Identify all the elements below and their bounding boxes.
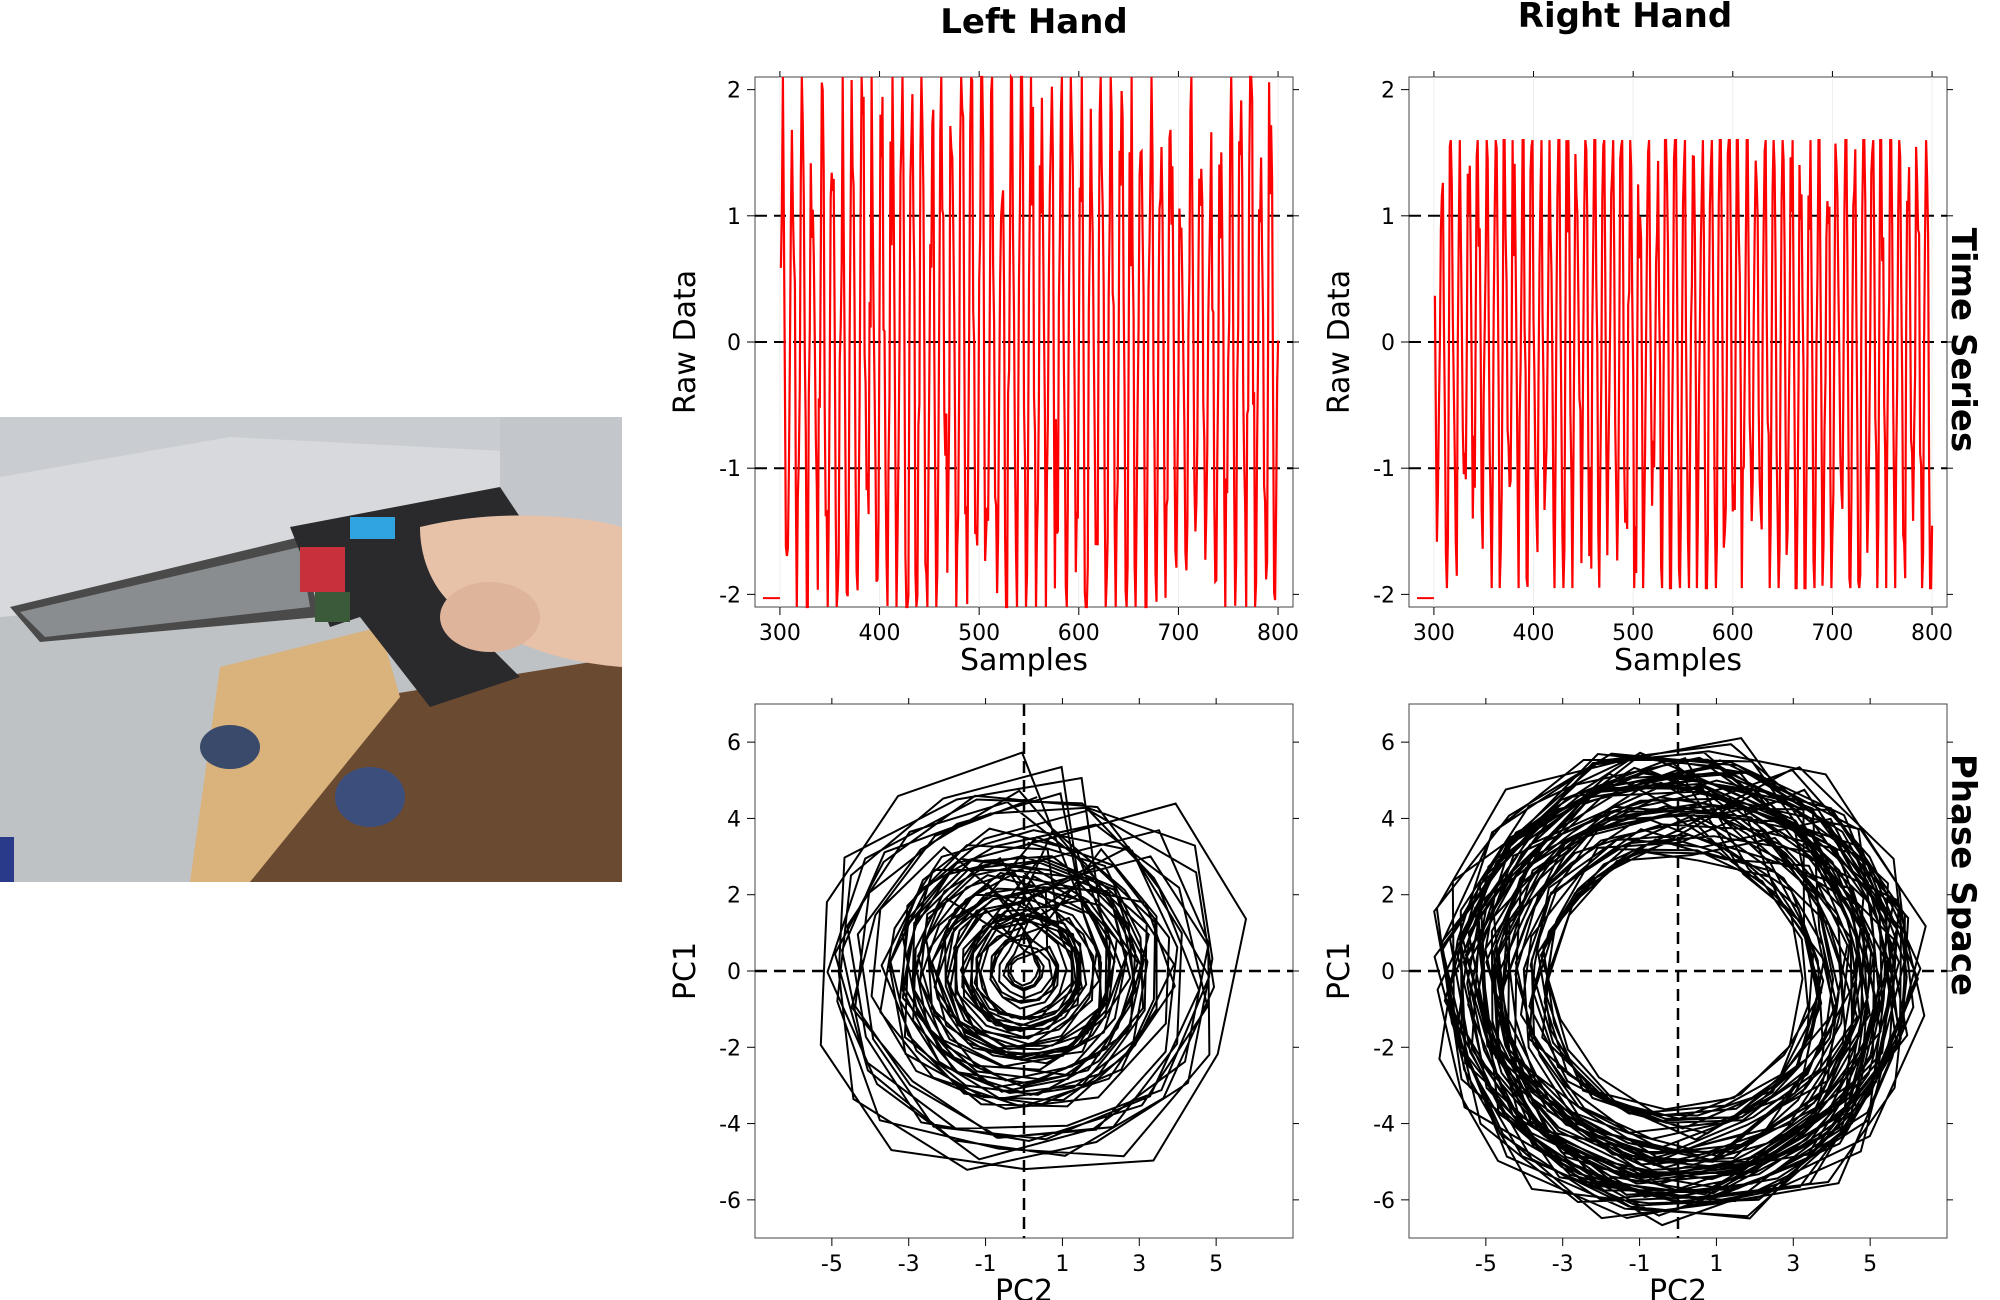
chart-panel: 300 400 500 600 700 800 -2 -1 0 1 2 Samples Raw Data — [1322, 71, 1953, 678]
x-tick-label: 3 — [1132, 1252, 1146, 1277]
y-axis-label: PC1 — [1322, 942, 1357, 1000]
x-tick-label: 1 — [1055, 1252, 1069, 1277]
x-tick-label: 400 — [859, 621, 901, 646]
x-tick-label: 300 — [1413, 621, 1455, 646]
y-tick-label: -2 — [1373, 583, 1395, 608]
y-tick-label: 4 — [727, 807, 741, 832]
y-tick-label: 1 — [1381, 205, 1395, 230]
x-tick-label: 5 — [1209, 1252, 1223, 1277]
x-tick-label: -3 — [1552, 1252, 1574, 1277]
y-tick-label: -2 — [719, 583, 741, 608]
x-tick-label: 400 — [1513, 621, 1555, 646]
x-tick-label: 700 — [1157, 621, 1199, 646]
y-axis-label: Raw Data — [1322, 270, 1357, 414]
phase-space-trajectory — [1433, 736, 1927, 1227]
x-tick-label: -3 — [898, 1252, 920, 1277]
chart-panel: 300 400 500 600 700 800 -2 -1 0 1 2 Samples Raw Data — [668, 71, 1299, 678]
time-series-line — [1433, 139, 1934, 590]
x-tick-label: -5 — [1475, 1252, 1497, 1277]
x-tick-label: -5 — [821, 1252, 843, 1277]
x-tick-label: 800 — [1257, 621, 1299, 646]
x-tick-label: 5 — [1863, 1252, 1877, 1277]
y-tick-label: -1 — [719, 457, 741, 482]
chart-panel: -5 -3 -1 1 3 5 -6 -4 -2 0 2 4 6 PC2 PC1 — [1322, 698, 1953, 1300]
y-tick-label: 2 — [1381, 79, 1395, 104]
y-tick-label: 6 — [727, 731, 741, 756]
x-axis-label: PC2 — [1649, 1274, 1707, 1300]
phase-space-trajectory — [819, 751, 1248, 1171]
chart-panel: -5 -3 -1 1 3 5 -6 -4 -2 0 2 4 6 PC2 PC1 — [668, 698, 1299, 1300]
saw-photo — [0, 417, 622, 882]
y-tick-label: 4 — [1381, 807, 1395, 832]
y-tick-label: -2 — [1373, 1036, 1395, 1061]
y-tick-label: -1 — [1373, 457, 1395, 482]
y-tick-label: 0 — [727, 960, 741, 985]
x-tick-label: -1 — [975, 1252, 997, 1277]
y-tick-label: -6 — [1373, 1189, 1395, 1214]
y-tick-label: 2 — [727, 79, 741, 104]
saw-photo-drawing — [0, 417, 622, 882]
x-tick-label: 500 — [958, 621, 1000, 646]
column-title-left: Left Hand — [940, 2, 1128, 42]
y-tick-label: 0 — [727, 331, 741, 356]
y-tick-label: 1 — [727, 205, 741, 230]
x-tick-label: 600 — [1058, 621, 1100, 646]
x-tick-label: 500 — [1612, 621, 1654, 646]
y-tick-label: -6 — [719, 1189, 741, 1214]
y-tick-label: -4 — [719, 1113, 741, 1138]
time-series-line — [779, 73, 1280, 609]
x-tick-label: 3 — [1786, 1252, 1800, 1277]
x-tick-label: -1 — [1629, 1252, 1651, 1277]
x-axis-label: Samples — [1614, 643, 1742, 678]
x-tick-label: 300 — [759, 621, 801, 646]
y-tick-label: 6 — [1381, 731, 1395, 756]
x-axis-label: PC2 — [995, 1274, 1053, 1300]
column-title-right: Right Hand — [1517, 0, 1733, 36]
x-tick-label: 800 — [1911, 621, 1953, 646]
y-axis-label: Raw Data — [668, 270, 703, 414]
y-tick-label: 0 — [1381, 331, 1395, 356]
y-tick-label: 2 — [727, 884, 741, 909]
y-tick-label: -2 — [719, 1036, 741, 1061]
x-tick-label: 700 — [1811, 621, 1853, 646]
y-axis-label: PC1 — [668, 942, 703, 1000]
x-axis-label: Samples — [960, 643, 1088, 678]
x-tick-label: 1 — [1709, 1252, 1723, 1277]
x-tick-label: 600 — [1712, 621, 1754, 646]
y-tick-label: -4 — [1373, 1113, 1395, 1138]
y-tick-label: 2 — [1381, 884, 1395, 909]
y-tick-label: 0 — [1381, 960, 1395, 985]
